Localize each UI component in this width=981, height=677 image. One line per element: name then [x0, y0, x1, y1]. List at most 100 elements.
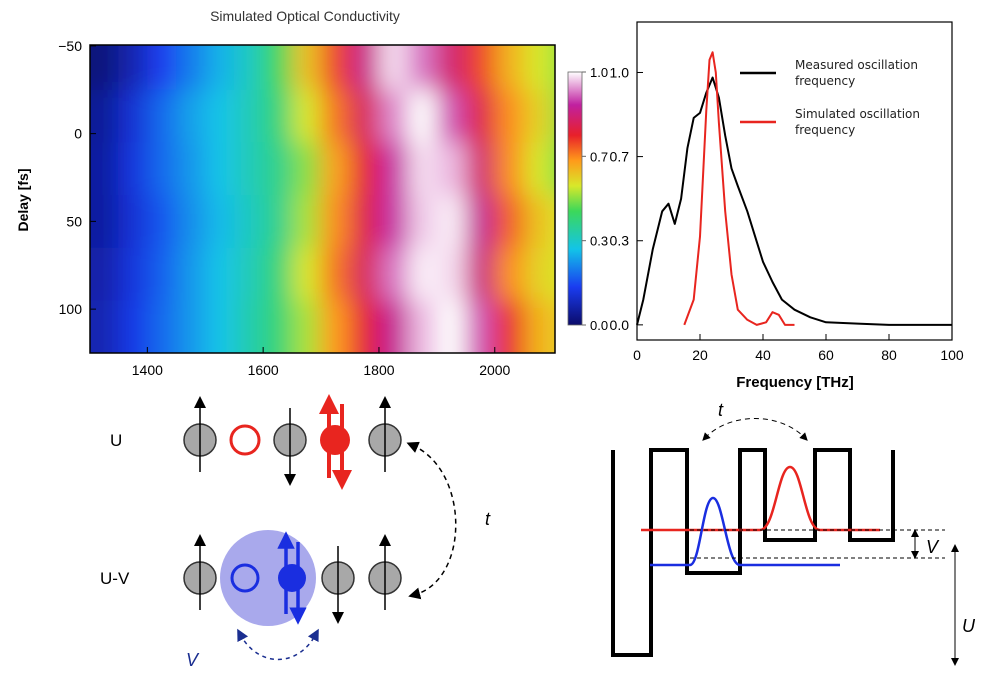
heatmap-cell	[524, 300, 553, 383]
y-tick-label: 50	[66, 213, 82, 229]
heatmap-cell	[350, 90, 379, 143]
colorbar-tick-label: 0.7	[590, 149, 608, 164]
heatmap	[59, 7, 612, 383]
heatmap-cell	[524, 195, 553, 248]
heatmap-cell	[495, 248, 524, 301]
colorbar-tick-label: 1.0	[590, 65, 608, 80]
heatmap-cell	[495, 195, 524, 248]
legend-label: Simulated oscillation frequency	[795, 106, 945, 138]
heatmap-cell	[437, 90, 466, 143]
heatmap-cell	[350, 248, 379, 301]
heatmap-cell	[408, 90, 437, 143]
heatmap-cell	[495, 142, 524, 195]
heatmap-cell	[524, 248, 553, 301]
heatmap-cell	[292, 248, 321, 301]
heatmap-cell	[292, 195, 321, 248]
heatmap-cell	[234, 195, 263, 248]
heatmap-cell	[292, 90, 321, 143]
heatmap-cell	[176, 90, 205, 143]
heatmap-cell	[437, 300, 466, 383]
y-tick-label: 0	[74, 126, 82, 142]
heatmap-cell	[205, 248, 234, 301]
heatmap-cell	[553, 248, 612, 301]
heatmap-cell	[524, 90, 553, 143]
x-tick-label: 1800	[363, 362, 394, 378]
offset-label: V	[926, 537, 940, 557]
heatmap-cell	[321, 248, 350, 301]
heatmap-cell	[321, 142, 350, 195]
heatmap-cell	[263, 142, 292, 195]
heatmap-cell	[292, 300, 321, 383]
heatmap-cell	[379, 248, 408, 301]
y-tick-label: 100	[59, 301, 83, 317]
heatmap-cell	[263, 90, 292, 143]
row-label: U-V	[100, 569, 130, 588]
heatmap-cell	[118, 195, 147, 248]
heatmap-cell	[408, 248, 437, 301]
heatmap-cell	[176, 195, 205, 248]
potential-diagram: V U t	[613, 400, 976, 662]
heatmap-cell	[176, 142, 205, 195]
x-tick-label: 1600	[248, 362, 279, 378]
heatmap-cell	[292, 142, 321, 195]
colorbar-tick-label: 0.3	[590, 234, 608, 249]
heatmap-cell	[408, 195, 437, 248]
heatmap-cell	[176, 7, 205, 90]
heatmap-cell	[524, 7, 553, 90]
heatmap-cell	[437, 195, 466, 248]
x-tick-label: 100	[940, 347, 964, 363]
y-tick-label: −50	[58, 38, 82, 54]
heatmap-cell	[495, 90, 524, 143]
heatmap-cell	[408, 7, 437, 90]
x-axis-label: Frequency [THz]	[736, 374, 854, 391]
heatmap-cell	[408, 300, 437, 383]
heatmap-cell	[495, 7, 524, 90]
heatmap-cell	[553, 90, 612, 143]
x-tick-label: 2000	[479, 362, 510, 378]
colorbar	[568, 72, 582, 325]
heatmap-cell	[176, 248, 205, 301]
heatmap-cell	[147, 142, 176, 195]
heatmap-cell	[263, 248, 292, 301]
heatmap-cell	[147, 195, 176, 248]
heatmap-cell	[118, 7, 147, 90]
heatmap-cell	[118, 90, 147, 143]
x-tick-label: 80	[881, 347, 897, 363]
heatmap-cell	[321, 300, 350, 383]
heatmap-cell	[118, 248, 147, 301]
y-tick-label: 1.0	[610, 64, 630, 80]
x-tick-label: 20	[692, 347, 708, 363]
heatmap-cell	[466, 195, 495, 248]
heatmap-cell	[437, 142, 466, 195]
hopping-label: t	[485, 509, 491, 529]
heatmap-cell	[234, 142, 263, 195]
heatmap-cell	[205, 90, 234, 143]
y-tick-label: 0.7	[610, 149, 630, 165]
heatmap-cell	[466, 90, 495, 143]
y-tick-label: 0.3	[610, 233, 630, 249]
heatmap-cell	[234, 248, 263, 301]
hubbard-diagram: U U-V t V	[100, 402, 491, 670]
heatmap-cell	[263, 195, 292, 248]
heatmap-cell	[59, 248, 118, 301]
interaction-label: V	[186, 650, 200, 670]
x-tick-label: 60	[818, 347, 834, 363]
heatmap-cell	[379, 195, 408, 248]
heatmap-cell	[379, 142, 408, 195]
heatmap-cell	[147, 248, 176, 301]
depth-label: U	[962, 616, 976, 636]
heatmap-cell	[118, 142, 147, 195]
heatmap-cell	[234, 90, 263, 143]
x-tick-label: 0	[633, 347, 641, 363]
heatmap-cell	[437, 248, 466, 301]
heatmap-cell	[205, 300, 234, 383]
hopping-label: t	[718, 400, 724, 420]
heatmap-cell	[205, 195, 234, 248]
heatmap-cell	[379, 90, 408, 143]
heatmap-cell	[59, 90, 118, 143]
colorbar-tick-label: 0.0	[590, 318, 608, 333]
heatmap-cell	[553, 300, 612, 383]
heatmap-cell	[176, 300, 205, 383]
